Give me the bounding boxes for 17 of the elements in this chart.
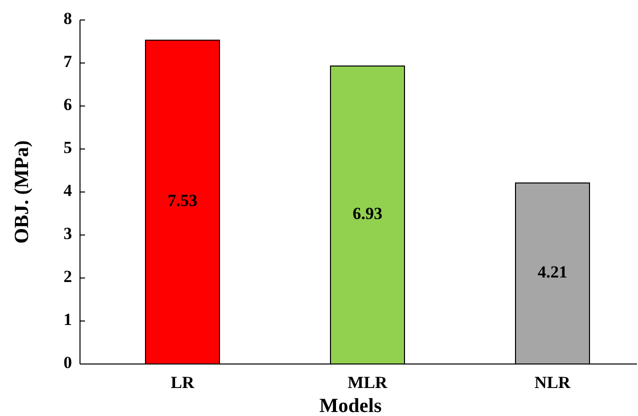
y-tick-label: 4 <box>64 180 72 200</box>
x-tick-label: LR <box>170 373 196 392</box>
y-tick-label: 8 <box>64 8 72 28</box>
x-tick-label: NLR <box>534 373 572 392</box>
y-tick-label: 6 <box>64 94 72 114</box>
y-axis-title: OBJ. (MPa) <box>11 140 33 244</box>
data-label: 7.53 <box>168 191 198 210</box>
y-tick-label: 3 <box>64 224 72 243</box>
x-axis-title: Models <box>319 395 382 416</box>
y-tick-label: 5 <box>64 138 72 157</box>
y-tick-label: 7 <box>64 52 72 71</box>
data-label: 6.93 <box>352 204 382 223</box>
y-tick-label: 0 <box>64 352 72 372</box>
x-tick-label: MLR <box>348 373 388 392</box>
data-label: 4.21 <box>538 262 568 282</box>
y-tick-label: 2 <box>64 266 72 286</box>
y-tick-label: 1 <box>64 310 72 329</box>
